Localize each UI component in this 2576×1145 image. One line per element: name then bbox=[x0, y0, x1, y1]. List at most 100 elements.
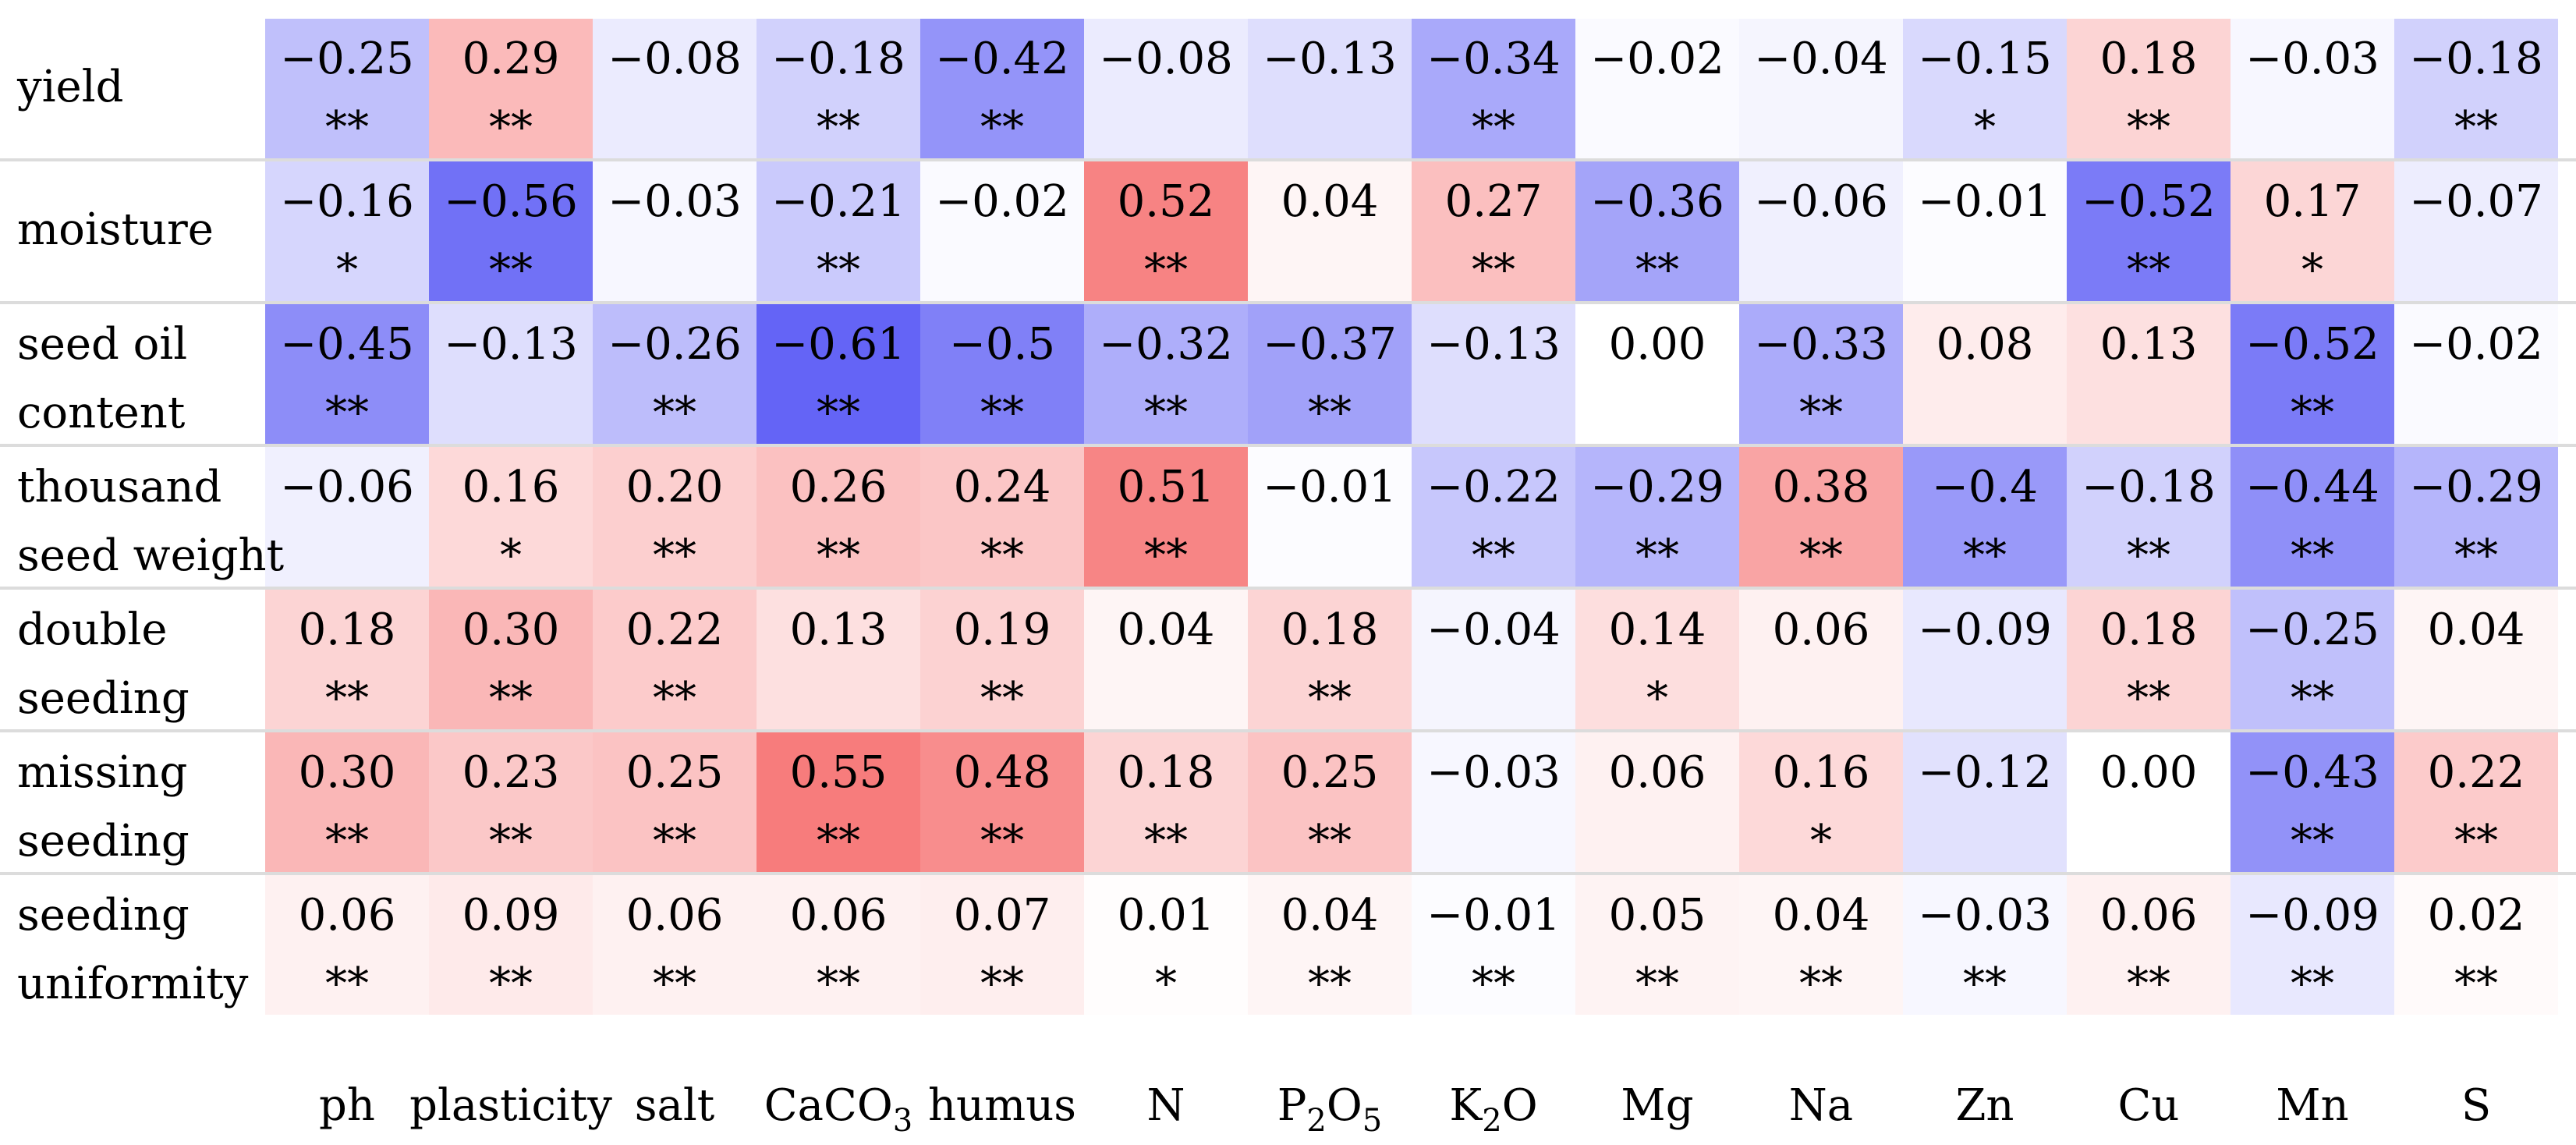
cell-value-label: 0.25 bbox=[1281, 747, 1379, 798]
significance-marker: ** bbox=[325, 388, 369, 438]
row-labels: yield moisture seed oil content thousand seed… bbox=[16, 62, 285, 1009]
row-label: content bbox=[17, 388, 186, 438]
significance-marker: ** bbox=[2127, 102, 2170, 153]
cell-value-label: 0.05 bbox=[1609, 890, 1706, 941]
significance-marker: ** bbox=[2127, 673, 2170, 724]
cell-value-label: 0.22 bbox=[2428, 747, 2525, 798]
significance-marker: ** bbox=[817, 102, 860, 153]
significance-marker: ** bbox=[325, 816, 369, 867]
significance-marker: * bbox=[1974, 102, 1996, 153]
heatmap-cell bbox=[1412, 875, 1575, 1015]
significance-marker: ** bbox=[1308, 959, 1352, 1009]
heatmap-cell bbox=[2394, 19, 2558, 158]
cell-value-label: 0.38 bbox=[1773, 462, 1870, 512]
column-label: ph bbox=[319, 1080, 375, 1131]
row-label: seed oil bbox=[17, 319, 187, 370]
cell-value-label: 0.27 bbox=[1445, 176, 1543, 227]
significance-marker: ** bbox=[1635, 245, 1679, 296]
heatmap-cell bbox=[2067, 447, 2231, 587]
cell-value-label: 0.00 bbox=[1609, 319, 1706, 370]
significance-marker: ** bbox=[489, 102, 533, 153]
heatmap-cell bbox=[1739, 447, 1903, 587]
significance-marker: * bbox=[336, 245, 358, 296]
significance-marker: ** bbox=[2454, 959, 2498, 1009]
significance-marker: ** bbox=[1472, 959, 1515, 1009]
heatmap-cell bbox=[920, 304, 1084, 444]
heatmap-cell bbox=[429, 875, 593, 1015]
significance-marker: ** bbox=[325, 959, 369, 1009]
cell-value-label: 0.24 bbox=[954, 462, 1051, 512]
heatmap-cell bbox=[429, 447, 593, 587]
heatmap-cell bbox=[2231, 447, 2394, 587]
heatmap-cell bbox=[757, 161, 920, 301]
cell-value-label: 0.04 bbox=[1773, 890, 1870, 941]
cell-value-label: −0.01 bbox=[1426, 890, 1561, 941]
cell-value-label: −0.34 bbox=[1426, 34, 1561, 84]
cell-value-label: 0.08 bbox=[1936, 319, 2034, 370]
heatmap-cell bbox=[920, 732, 1084, 872]
cell-value-label: 0.48 bbox=[954, 747, 1051, 798]
cell-value-label: −0.13 bbox=[1426, 319, 1561, 370]
cell-value-label: 0.04 bbox=[2428, 604, 2525, 655]
heatmap-cell bbox=[2067, 19, 2231, 158]
significance-marker: * bbox=[1155, 959, 1177, 1009]
significance-marker: ** bbox=[980, 816, 1024, 867]
cell-value-label: 0.02 bbox=[2428, 890, 2525, 941]
cell-value-label: −0.01 bbox=[1263, 462, 1397, 512]
significance-marker: ** bbox=[325, 673, 369, 724]
heatmap-cell bbox=[2231, 161, 2394, 301]
cell-value-label: −0.02 bbox=[1590, 34, 1724, 84]
heatmap-cell bbox=[429, 590, 593, 729]
row-label: missing bbox=[17, 747, 187, 798]
heatmap-cell bbox=[1248, 447, 1412, 587]
cell-value-label: 0.04 bbox=[1281, 176, 1379, 227]
significance-marker: ** bbox=[2291, 530, 2334, 581]
heatmap-cell bbox=[1903, 875, 2067, 1015]
cell-value-label: −0.02 bbox=[935, 176, 1069, 227]
cell-value-label: 0.25 bbox=[626, 747, 724, 798]
significance-marker: * bbox=[1646, 673, 1668, 724]
heatmap-cell bbox=[265, 19, 429, 158]
cell-value-label: 0.30 bbox=[299, 747, 396, 798]
significance-marker: ** bbox=[980, 959, 1024, 1009]
heatmap-cell bbox=[1575, 447, 1739, 587]
significance-marker: ** bbox=[817, 816, 860, 867]
cell-value-label: −0.02 bbox=[2409, 319, 2543, 370]
cell-value-label: −0.06 bbox=[1754, 176, 1888, 227]
significance-marker: ** bbox=[1308, 673, 1352, 724]
cell-value-label: −0.03 bbox=[2245, 34, 2379, 84]
heatmap-cell bbox=[593, 304, 757, 444]
significance-marker: ** bbox=[653, 673, 696, 724]
cell-value-label: 0.06 bbox=[790, 890, 888, 941]
cell-value-label: 0.18 bbox=[299, 604, 396, 655]
significance-marker: ** bbox=[817, 245, 860, 296]
heatmap-cell bbox=[593, 19, 757, 158]
significance-marker: ** bbox=[1144, 245, 1188, 296]
cell-value-label: −0.56 bbox=[444, 176, 578, 227]
cell-value-label: −0.01 bbox=[1918, 176, 2052, 227]
significance-marker: ** bbox=[2291, 816, 2334, 867]
heatmap-cell bbox=[1412, 19, 1575, 158]
cell-value-label: −0.13 bbox=[1263, 34, 1397, 84]
heatmap-cell bbox=[920, 161, 1084, 301]
heatmap-cell bbox=[1412, 447, 1575, 587]
heatmap-cell bbox=[593, 161, 757, 301]
heatmap-cell bbox=[429, 304, 593, 444]
significance-marker: ** bbox=[980, 388, 1024, 438]
cell-value-label: −0.18 bbox=[2082, 462, 2216, 512]
cell-value-label: −0.07 bbox=[2409, 176, 2543, 227]
significance-marker: ** bbox=[2127, 959, 2170, 1009]
column-label: S bbox=[2461, 1080, 2491, 1131]
cell-value-label: −0.36 bbox=[1590, 176, 1724, 227]
significance-marker: ** bbox=[1472, 530, 1515, 581]
heatmap-cell bbox=[1248, 590, 1412, 729]
significance-marker: ** bbox=[1963, 959, 2007, 1009]
column-label: salt bbox=[635, 1080, 715, 1131]
significance-marker: ** bbox=[2454, 102, 2498, 153]
cell-value-label: 0.09 bbox=[462, 890, 560, 941]
heatmap-cell bbox=[1084, 732, 1248, 872]
cell-value-label: 0.18 bbox=[1281, 604, 1379, 655]
cell-value-label: −0.37 bbox=[1263, 319, 1397, 370]
significance-marker: ** bbox=[1799, 959, 1843, 1009]
